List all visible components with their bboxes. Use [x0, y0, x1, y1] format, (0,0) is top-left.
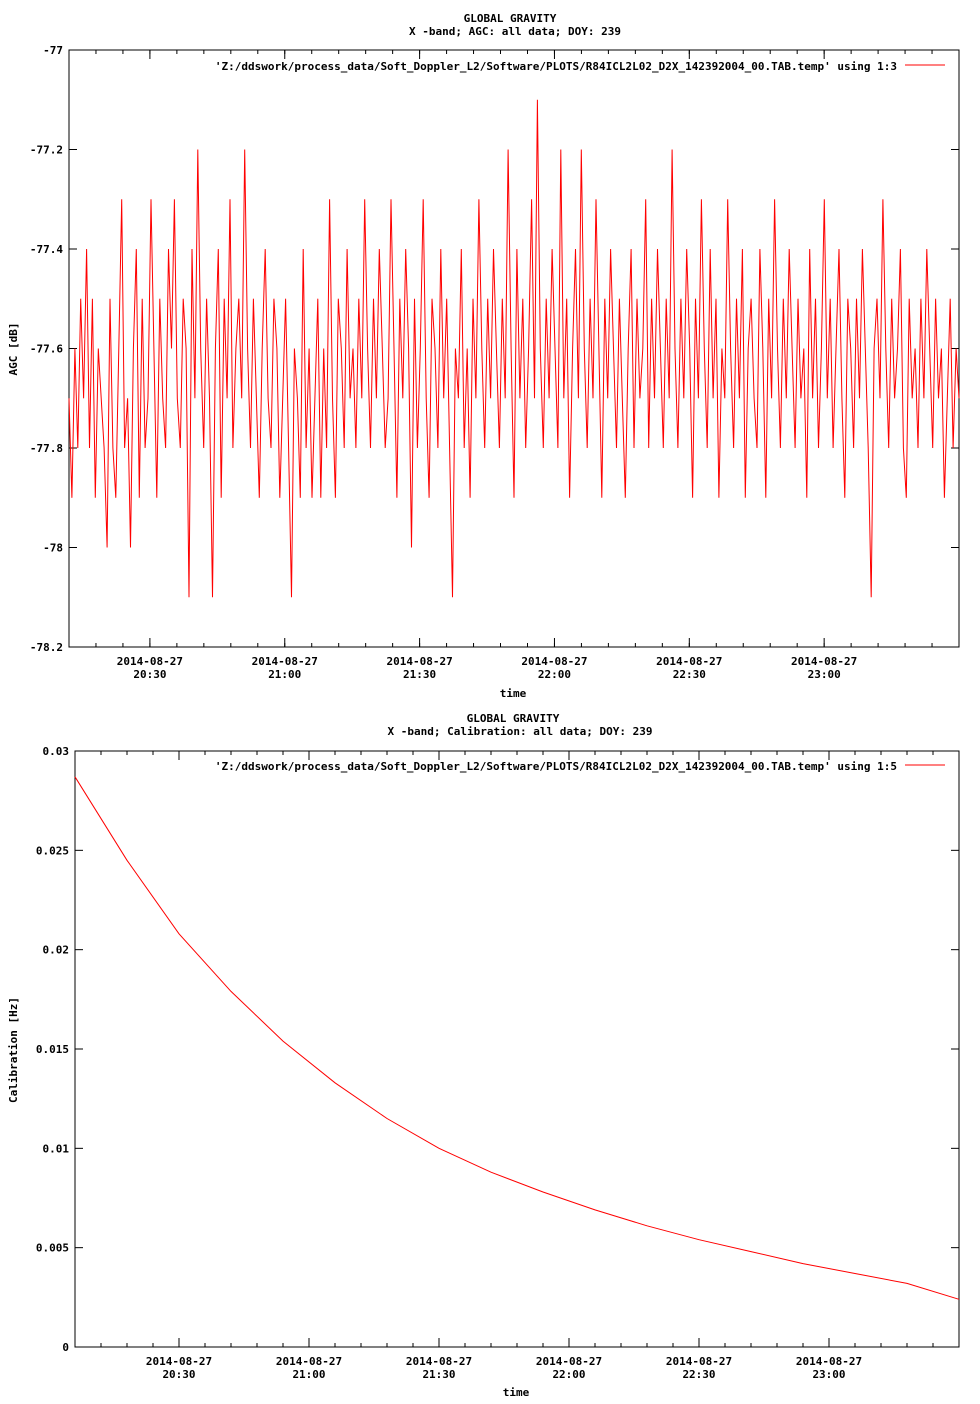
calibration-series-group — [74, 776, 960, 1300]
calibration-chart: GLOBAL GRAVITY X -band; Calibration: all… — [7, 712, 960, 1399]
agc-plot-frame — [68, 49, 960, 648]
calibration-y-tick-label: 0.025 — [36, 844, 69, 857]
agc-x-tick-time: 20:30 — [133, 668, 166, 681]
calibration-series-line — [74, 776, 960, 1300]
agc-x-tick-date: 2014-08-27 — [386, 655, 452, 668]
calibration-y-axis: 0.03 0.025 0.02 0.015 0.01 0.005 0 — [36, 745, 959, 1354]
agc-y-tick-label: -78 — [43, 542, 63, 555]
agc-subtitle: X -band; AGC: all data; DOY: 239 — [409, 25, 621, 38]
calibration-plot-frame — [74, 750, 960, 1348]
agc-y-tick-label: -77.2 — [30, 144, 63, 157]
calibration-y-tick-label: 0.03 — [43, 745, 70, 758]
agc-legend-label: 'Z:/ddswork/process_data/Soft_Doppler_L2… — [215, 60, 897, 73]
calibration-x-axis: 2014-08-2720:302014-08-2721:002014-08-27… — [74, 751, 960, 1381]
agc-x-axis: 2014-08-2720:302014-08-2721:002014-08-27… — [68, 50, 960, 681]
agc-x-tick-time: 23:00 — [808, 668, 841, 681]
calibration-y-axis-label: Calibration [Hz] — [7, 997, 20, 1103]
agc-y-axis: -77 -77.2 -77.4 -77.6 -77.8 -78 -78.2 — [30, 44, 959, 654]
calibration-x-tick-time: 23:00 — [812, 1368, 845, 1381]
calibration-legend-label: 'Z:/ddswork/process_data/Soft_Doppler_L2… — [215, 760, 897, 773]
agc-x-tick-time: 21:30 — [403, 668, 436, 681]
calibration-y-tick-label: 0.01 — [43, 1142, 70, 1155]
agc-series-line — [68, 99, 960, 598]
agc-x-tick-time: 21:00 — [268, 668, 301, 681]
calibration-x-tick-time: 20:30 — [162, 1368, 195, 1381]
calibration-x-tick-date: 2014-08-27 — [146, 1355, 212, 1368]
agc-y-tick-label: -77.4 — [30, 243, 63, 256]
agc-title: GLOBAL GRAVITY — [464, 12, 557, 25]
agc-y-tick-label: -77 — [43, 44, 63, 57]
agc-x-tick-date: 2014-08-27 — [656, 655, 722, 668]
agc-y-tick-label: -77.6 — [30, 343, 63, 356]
calibration-x-tick-date: 2014-08-27 — [276, 1355, 342, 1368]
calibration-x-tick-date: 2014-08-27 — [796, 1355, 862, 1368]
agc-series-group — [68, 99, 960, 598]
calibration-x-tick-time: 22:00 — [552, 1368, 585, 1381]
agc-x-tick-date: 2014-08-27 — [521, 655, 587, 668]
calibration-x-axis-label: time — [503, 1386, 530, 1399]
agc-x-axis-label: time — [500, 687, 527, 700]
calibration-x-tick-time: 21:30 — [422, 1368, 455, 1381]
agc-x-tick-time: 22:00 — [538, 668, 571, 681]
calibration-y-tick-label: 0.015 — [36, 1043, 69, 1056]
calibration-x-tick-time: 21:00 — [292, 1368, 325, 1381]
calibration-title: GLOBAL GRAVITY — [467, 712, 560, 725]
agc-x-tick-date: 2014-08-27 — [117, 655, 183, 668]
calibration-y-tick-label: 0.005 — [36, 1242, 69, 1255]
calibration-y-tick-label: 0 — [62, 1341, 69, 1354]
agc-x-tick-time: 22:30 — [673, 668, 706, 681]
calibration-x-tick-date: 2014-08-27 — [666, 1355, 732, 1368]
agc-y-axis-label: AGC [dB] — [7, 323, 20, 376]
agc-x-tick-date: 2014-08-27 — [791, 655, 857, 668]
calibration-x-tick-date: 2014-08-27 — [406, 1355, 472, 1368]
agc-y-tick-label: -78.2 — [30, 641, 63, 654]
agc-x-tick-date: 2014-08-27 — [252, 655, 318, 668]
calibration-y-tick-label: 0.02 — [43, 944, 70, 957]
agc-y-tick-label: -77.8 — [30, 442, 63, 455]
calibration-x-tick-date: 2014-08-27 — [536, 1355, 602, 1368]
agc-chart: GLOBAL GRAVITY X -band; AGC: all data; D… — [7, 12, 960, 700]
calibration-x-tick-time: 22:30 — [682, 1368, 715, 1381]
calibration-subtitle: X -band; Calibration: all data; DOY: 239 — [388, 725, 653, 738]
